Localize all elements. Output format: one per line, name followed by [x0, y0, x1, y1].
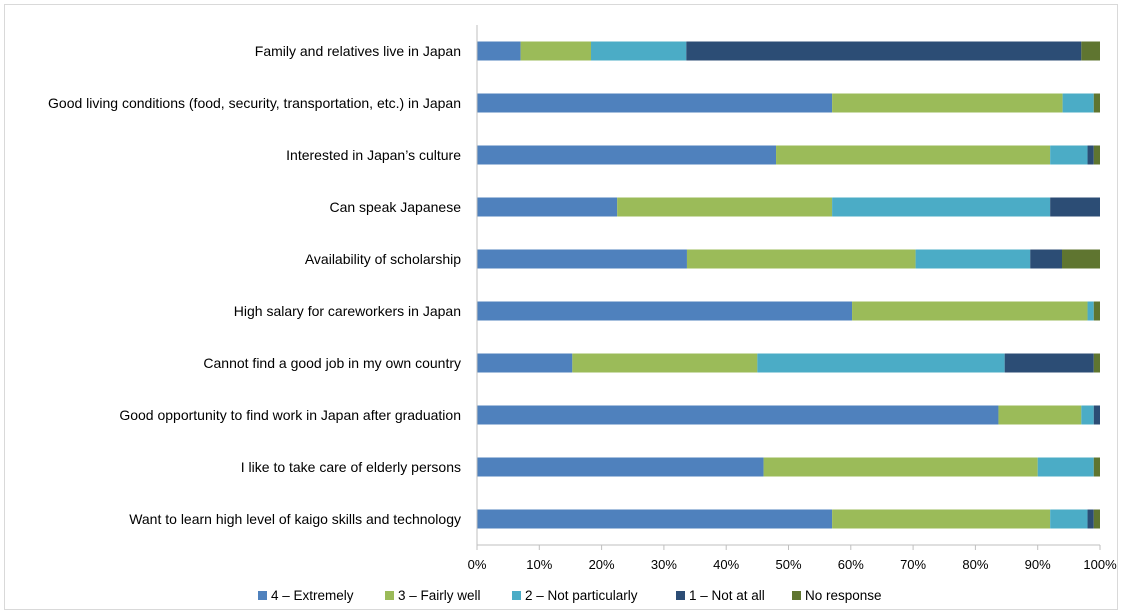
bar-segment — [686, 41, 1082, 61]
legend-label: 4 – Extremely — [271, 588, 354, 603]
bar-segment — [832, 509, 1051, 529]
x-tick-label: 70% — [900, 557, 926, 572]
bar-segment — [572, 353, 758, 373]
bar-segment — [915, 249, 1031, 269]
bar-segment — [477, 457, 764, 477]
bar-segment — [1050, 197, 1100, 217]
bar-segment — [1093, 405, 1100, 425]
x-tick-label: 30% — [651, 557, 677, 572]
bar-segment — [1030, 249, 1062, 269]
bar-segment — [477, 197, 618, 217]
category-label: Interested in Japan’s culture — [286, 147, 461, 163]
category-label: High salary for careworkers in Japan — [234, 303, 461, 319]
bar-segment — [852, 301, 1088, 321]
bar-segment — [1093, 509, 1100, 529]
category-label: Want to learn high level of kaigo skills… — [129, 511, 461, 527]
bar-segment — [477, 405, 999, 425]
x-tick-label: 80% — [962, 557, 988, 572]
bar-segment — [832, 93, 1063, 113]
category-label: Good opportunity to find work in Japan a… — [119, 407, 461, 423]
bar-segment — [1050, 509, 1088, 529]
x-tick-label: 90% — [1025, 557, 1051, 572]
category-label: I like to take care of elderly persons — [241, 459, 461, 475]
bar-segment — [477, 301, 853, 321]
bar-segment — [1087, 301, 1094, 321]
bar-segment — [1087, 145, 1094, 165]
bar-segment — [1062, 93, 1094, 113]
legend-swatch — [792, 591, 801, 600]
x-tick-label: 0% — [468, 557, 487, 572]
bar-segment — [998, 405, 1082, 425]
bar-segment — [1087, 509, 1094, 529]
bar-segment — [591, 41, 687, 61]
legend-label: 3 – Fairly well — [398, 588, 481, 603]
legend-swatch — [258, 591, 267, 600]
bar-segment — [1093, 301, 1100, 321]
bar-segment — [1004, 353, 1094, 373]
bar-segment — [1037, 457, 1094, 477]
bar-segment — [617, 197, 833, 217]
x-tick-label: 50% — [775, 557, 801, 572]
x-tick-label: 60% — [838, 557, 864, 572]
legend-swatch — [512, 591, 521, 600]
bar-segment — [763, 457, 1038, 477]
category-label: Can speak Japanese — [329, 199, 461, 215]
legend-label: No response — [805, 588, 882, 603]
bar-segment — [1093, 145, 1100, 165]
bar-segment — [776, 145, 1051, 165]
bar-segment — [832, 197, 1051, 217]
bar-segment — [1061, 249, 1100, 269]
bar-segment — [1081, 405, 1094, 425]
category-label: Cannot find a good job in my own country — [203, 355, 461, 371]
legend-label: 1 – Not at all — [689, 588, 765, 603]
bar-segment — [477, 509, 833, 529]
bar-segment — [477, 145, 777, 165]
bar-segment — [477, 353, 573, 373]
legend-swatch — [385, 591, 394, 600]
legend-swatch — [676, 591, 685, 600]
bar-segment — [1093, 457, 1100, 477]
bar-segment — [477, 93, 833, 113]
bar-segment — [520, 41, 592, 61]
x-tick-label: 100% — [1083, 557, 1117, 572]
x-tick-label: 40% — [713, 557, 739, 572]
bar-segment — [1050, 145, 1088, 165]
x-tick-label: 10% — [526, 557, 552, 572]
bar-segment — [477, 249, 687, 269]
category-label: Availability of scholarship — [305, 251, 461, 267]
category-label: Family and relatives live in Japan — [255, 43, 461, 59]
bar-segment — [1093, 353, 1100, 373]
bar-segment — [757, 353, 1005, 373]
bar-segment — [1093, 93, 1100, 113]
bar-segment — [1081, 41, 1100, 61]
legend-label: 2 – Not particularly — [525, 588, 638, 603]
x-tick-label: 20% — [589, 557, 615, 572]
bar-segment — [686, 249, 916, 269]
bar-segment — [477, 41, 521, 61]
category-label: Good living conditions (food, security, … — [48, 95, 461, 111]
